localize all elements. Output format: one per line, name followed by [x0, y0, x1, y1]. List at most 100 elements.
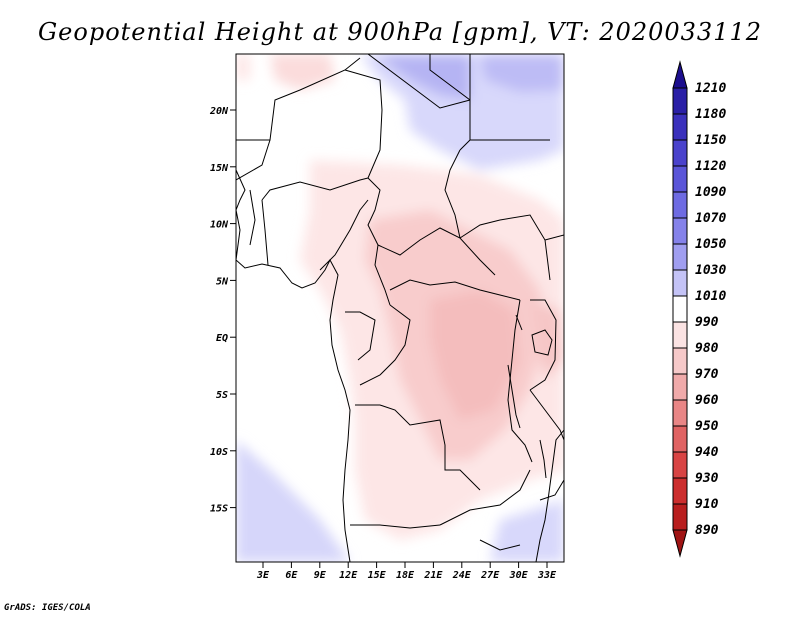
- colorbar-segment: [672, 269, 688, 297]
- x-tick-label: 18E: [396, 570, 415, 581]
- colorbar-label: 990: [695, 315, 719, 330]
- shade-pink-west-coast: [236, 54, 250, 80]
- colorbar-segment: [672, 477, 688, 505]
- border-mauritania-mali: [236, 57, 361, 141]
- y-tick-label: 10N: [210, 220, 229, 231]
- border-libya-chad: [367, 54, 471, 109]
- shade-blue-northeast: [480, 54, 564, 92]
- border-congo-drc: [359, 304, 411, 386]
- colorbar-label: 950: [695, 419, 719, 434]
- colorbar-segment: [672, 321, 688, 349]
- credit-text: GrADS: IGES/COLA: [4, 603, 91, 613]
- border-gabon: [345, 311, 376, 361]
- x-tick-label: 9E: [314, 570, 327, 581]
- colorbar-segment: [672, 113, 688, 141]
- colorbar: 1210 1180 1150 1120 1090 1070 1050 1030 1010 990 9…: [672, 60, 726, 558]
- colorbar-segment: [672, 191, 688, 219]
- shade-blue-southwest: [236, 440, 350, 562]
- coastline-east-africa: [535, 429, 564, 562]
- shade-pink-core2: [430, 290, 520, 420]
- map-frame: [235, 53, 565, 563]
- border-zambia: [439, 469, 531, 526]
- border-ethiopia: [544, 234, 564, 241]
- colorbar-label: 1070: [695, 211, 726, 226]
- border-uganda-kenya: [529, 299, 557, 391]
- colorbar-label: 1010: [695, 289, 726, 304]
- colorbar-segment: [672, 425, 688, 453]
- y-axis: 20N 15N 10N 5N EQ 5S 10S 15S: [209, 106, 236, 515]
- colorbar-segment: [672, 243, 688, 271]
- border-drc-east: [507, 299, 533, 463]
- x-tick-label: 15E: [368, 570, 387, 581]
- map-borders: [236, 54, 564, 562]
- border-tanzania: [529, 389, 564, 441]
- height-shading: [236, 54, 564, 562]
- border-algeria-niger: [344, 69, 383, 179]
- y-tick-label: 15N: [210, 163, 229, 174]
- colorbar-label: 1180: [695, 107, 726, 122]
- colorbar-label: 930: [695, 471, 719, 486]
- colorbar-label: 980: [695, 341, 719, 356]
- y-tick-label: 15S: [210, 504, 228, 515]
- x-tick-label: 6E: [285, 570, 298, 581]
- colorbar-label: 1120: [695, 159, 726, 174]
- colorbar-label: 960: [695, 393, 719, 408]
- colorbar-segment: [672, 295, 688, 323]
- border-zimbabwe: [479, 539, 521, 551]
- colorbar-top-triangle: [672, 60, 688, 89]
- colorbar-label: 890: [695, 523, 719, 538]
- colorbar-bottom-triangle: [672, 529, 688, 558]
- x-tick-label: 30E: [509, 570, 529, 581]
- colorbar-segment: [672, 503, 688, 531]
- border-mozambique: [539, 479, 564, 501]
- colorbar-label: 1090: [695, 185, 726, 200]
- border-cameroon-car: [374, 244, 391, 306]
- colorbar-segment: [672, 373, 688, 401]
- border-niger-chad: [367, 177, 381, 246]
- colorbar-label: 1030: [695, 263, 726, 278]
- coastline-west-africa: [236, 209, 351, 562]
- border-sudan-south: [459, 214, 551, 281]
- border-mali-niger: [236, 139, 271, 181]
- border-sudan-chad: [444, 149, 461, 239]
- x-tick-label: 21E: [423, 570, 443, 581]
- lake-malawi: [539, 439, 547, 479]
- x-tick-label: 12E: [339, 570, 358, 581]
- colorbar-label: 1050: [695, 237, 726, 252]
- colorbar-segment: [672, 347, 688, 375]
- shade-pink-northwest: [270, 54, 335, 90]
- y-tick-label: EQ: [216, 333, 228, 344]
- y-tick-label: 5S: [216, 390, 228, 401]
- lake-victoria: [531, 329, 553, 356]
- shade-blue-north-dark: [375, 54, 470, 100]
- colorbar-segment: [672, 399, 688, 427]
- x-tick-label: 24E: [452, 570, 472, 581]
- border-west-misc: [236, 169, 269, 266]
- colorbar-segment: [672, 451, 688, 479]
- border-nigeria-cameroon: [319, 199, 369, 271]
- x-axis: 3E 6E 9E 12E 15E 18E 21E 24E 27E 30E 33E: [256, 562, 557, 581]
- y-tick-label: 20N: [209, 106, 229, 117]
- x-tick-label: 3E: [256, 570, 270, 581]
- colorbar-segment: [672, 139, 688, 167]
- border-nigeria-niger: [261, 177, 369, 201]
- colorbar-label: 1150: [695, 133, 726, 148]
- y-tick-label: 5N: [216, 276, 229, 287]
- colorbar-label: 910: [695, 497, 719, 512]
- border-car-drc: [389, 279, 521, 301]
- lake-tanganyika: [507, 364, 521, 429]
- colorbar-label: 970: [695, 367, 719, 382]
- border-drc-angola: [355, 404, 481, 491]
- x-tick-label: 33E: [537, 570, 557, 581]
- x-tick-label: 27E: [480, 570, 500, 581]
- colorbar-label: 940: [695, 445, 719, 460]
- colorbar-segment: [672, 165, 688, 193]
- border-angola-namibia: [350, 524, 441, 529]
- y-tick-label: 10S: [210, 447, 228, 458]
- colorbar-segment: [672, 217, 688, 245]
- lake-albert: [515, 314, 523, 331]
- chart-title: Geopotential Height at 900hPa [gpm], VT:…: [38, 18, 762, 46]
- colorbar-label: 1210: [695, 81, 726, 96]
- border-chad-car: [377, 227, 496, 276]
